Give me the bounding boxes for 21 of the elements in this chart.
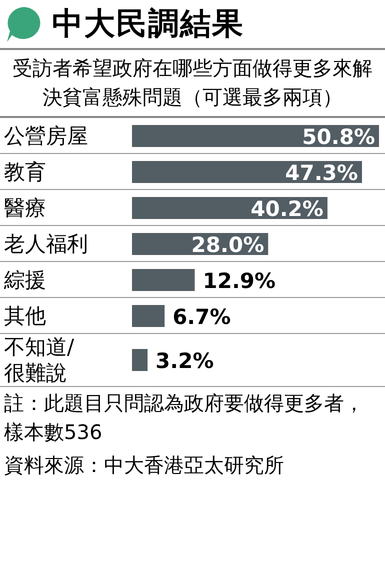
bar <box>132 304 165 326</box>
source-note: 資料來源：中大香港亞太研究所 <box>3 452 285 479</box>
data-label: 47.3% <box>285 160 358 184</box>
text: 註：此題目只問認為政府要做得更多者，樣本數536 <box>3 390 365 446</box>
y-tick-label: 綜援 <box>3 266 47 292</box>
data-label: 50.8% <box>302 124 375 148</box>
y-tick-label: 公營房屋 <box>3 122 89 148</box>
data-label: 40.2% <box>250 196 324 220</box>
y-tick-label: 醫療 <box>3 194 47 220</box>
bar <box>132 268 195 290</box>
y-tick-label: 老人福利 <box>3 230 89 256</box>
y-tick-label: 教育 <box>3 158 47 184</box>
data-label: 12.9% <box>202 268 276 292</box>
y-tick-label: 其他 <box>3 302 47 328</box>
chart-subtitle: 受訪者希望政府在哪些方面做得更多來解決貧富懸殊問題（可選最多兩項） <box>0 50 385 118</box>
chart-title: 中大民調結果 <box>52 5 244 44</box>
bar <box>132 160 362 182</box>
data-label: 28.0% <box>191 232 264 256</box>
data-label: 6.7% <box>172 304 231 328</box>
data-label: 3.2% <box>156 349 214 373</box>
y-tick-label: 不知道/很難說 <box>3 334 76 386</box>
